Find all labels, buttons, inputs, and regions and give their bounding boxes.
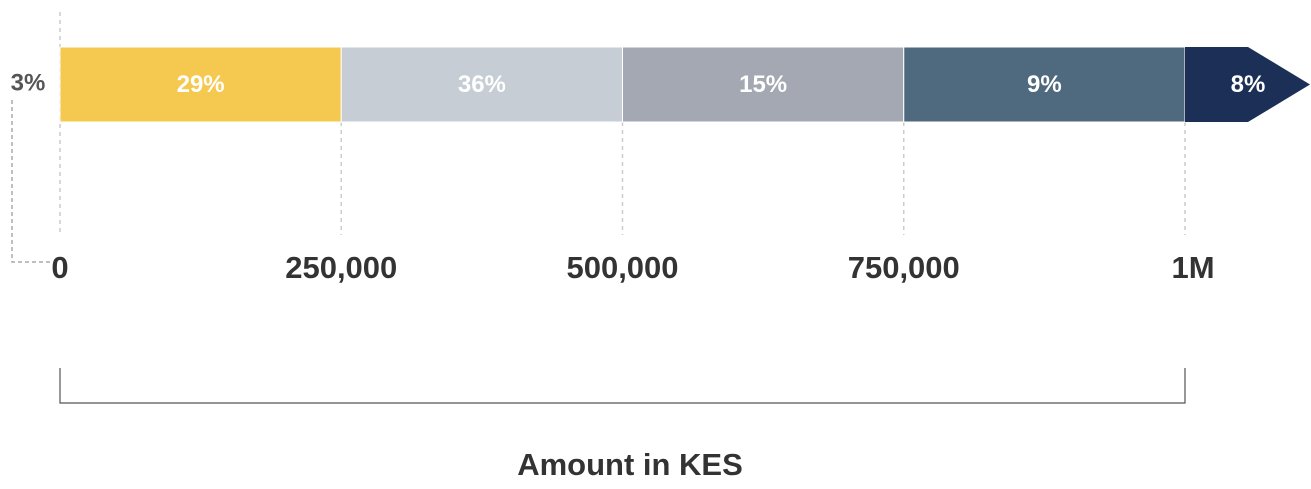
bar-segment: [1185, 47, 1310, 122]
value-label: 29%: [177, 71, 225, 98]
x-tick-label: 250,000: [285, 250, 397, 285]
bar-segment: [340, 46, 623, 123]
x-tick-label: 750,000: [848, 250, 960, 285]
bar-segment: [903, 46, 1186, 123]
value-label: 9%: [1027, 71, 1062, 98]
bar-segment: [59, 46, 342, 123]
value-label: 36%: [458, 71, 506, 98]
axis-bracket: [59, 368, 1186, 404]
zero-bracket: [11, 100, 50, 263]
x-axis-label: Amount in KES: [517, 447, 743, 482]
x-tick-label: 500,000: [566, 250, 678, 285]
x-tick-label: 1M: [1171, 250, 1214, 285]
value-label: 3%: [11, 69, 46, 96]
bar-segment: [622, 46, 905, 123]
value-label: 15%: [739, 71, 787, 98]
value-label: 8%: [1231, 71, 1266, 98]
x-tick-label: 0: [51, 250, 68, 285]
